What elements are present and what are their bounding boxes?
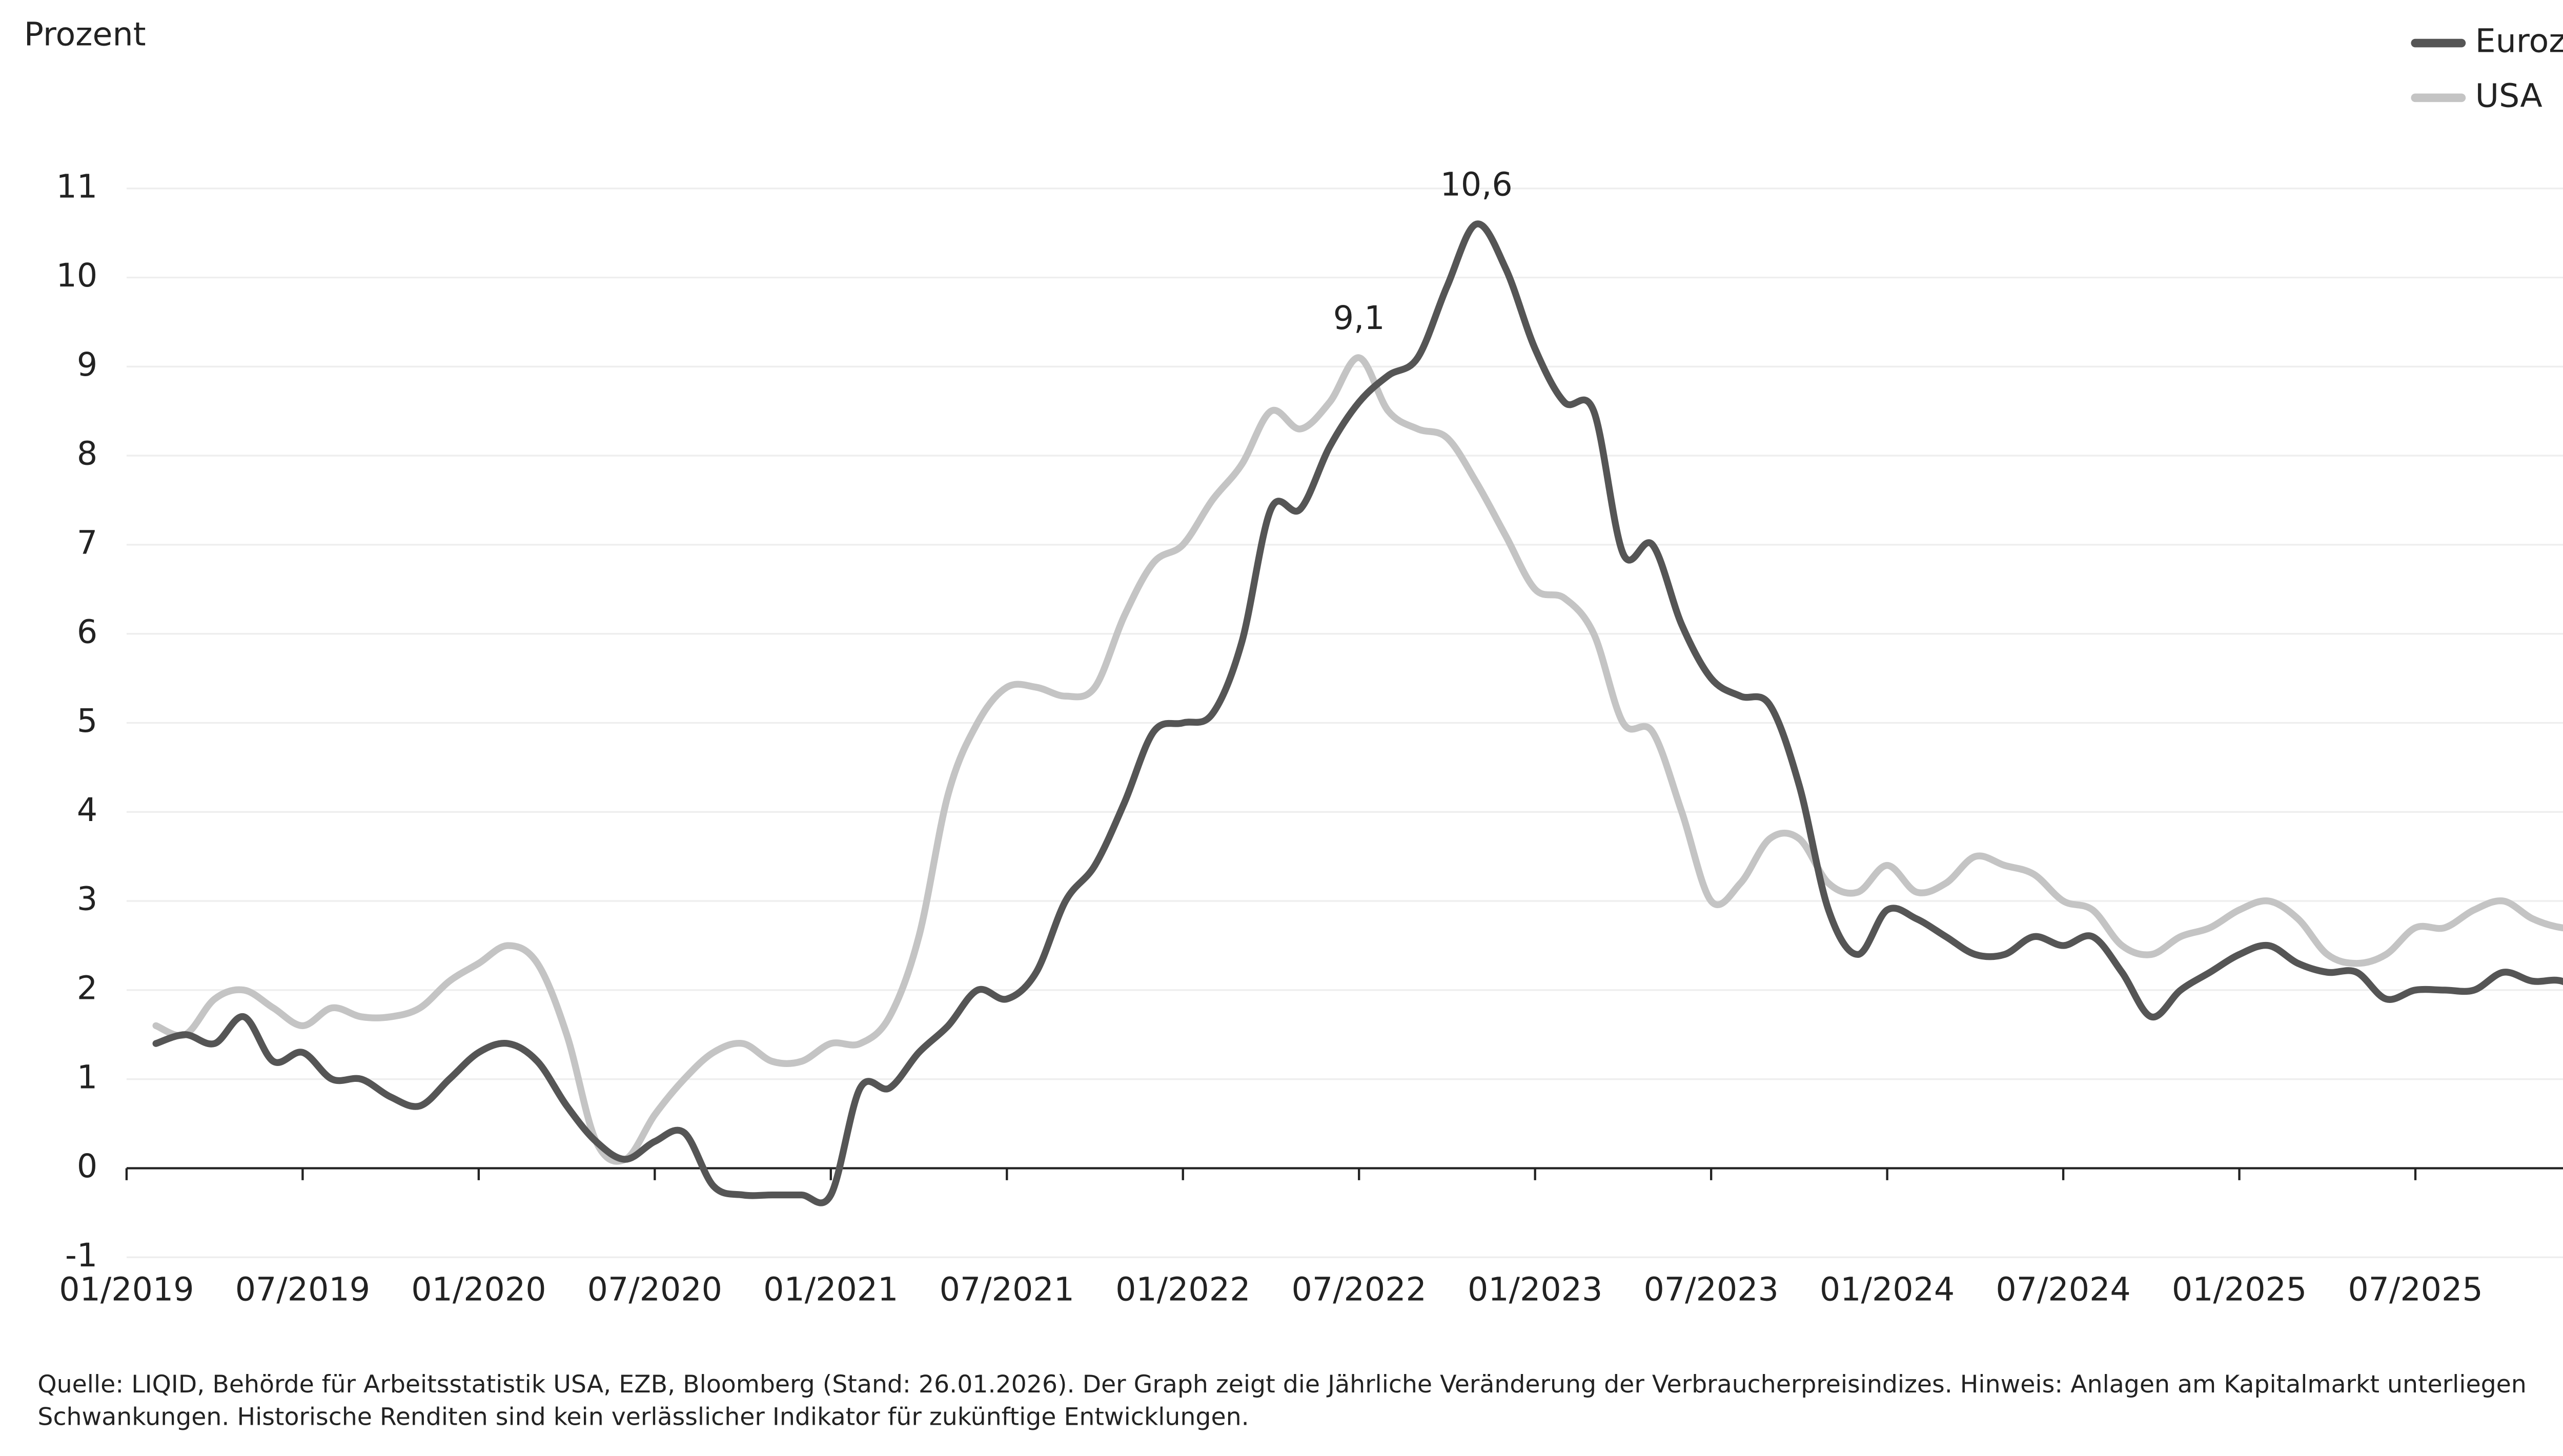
source-note: Quelle: LIQID, Behörde für Arbeitsstatis…: [37, 1371, 2527, 1432]
y-tick-label: 1: [77, 1058, 97, 1096]
y-tick-label: 4: [77, 791, 97, 829]
x-tick-label: 07/2022: [1292, 1270, 1427, 1308]
x-tick-label: 01/2023: [1468, 1270, 1602, 1308]
x-tick-label: 01/2024: [1820, 1270, 1955, 1308]
series-line: [152, 220, 2563, 1206]
y-tick-label: 0: [77, 1147, 97, 1185]
series-line: [152, 354, 2563, 1165]
y-tick-label: 10: [56, 256, 98, 294]
y-axis-label: Prozent: [24, 15, 146, 53]
x-tick-label: 01/2022: [1115, 1270, 1250, 1308]
x-tick-label: 01/2021: [763, 1270, 898, 1308]
value-label: 10,6: [1440, 165, 1513, 203]
y-tick-label: 5: [77, 702, 97, 740]
x-tick-label: 07/2019: [235, 1270, 370, 1308]
y-tick-label: 9: [77, 345, 97, 383]
x-tick-label: 01/2019: [59, 1270, 194, 1308]
x-tick-label: 07/2021: [940, 1270, 1074, 1308]
y-tick-label: 6: [77, 612, 97, 650]
y-tick-label: 3: [77, 880, 97, 918]
y-tick-label: 7: [77, 523, 97, 561]
x-tick-label: 07/2023: [1643, 1270, 1778, 1308]
y-tick-label: 2: [77, 969, 97, 1007]
value-label: 9,1: [1333, 299, 1385, 337]
y-tick-label: -1: [65, 1236, 97, 1274]
x-tick-label: 01/2025: [2172, 1270, 2307, 1308]
x-tick-label: 07/2024: [1996, 1270, 2130, 1308]
x-tick-label: 07/2025: [2348, 1270, 2483, 1308]
legend-label: USA: [2475, 76, 2542, 114]
x-tick-label: 01/2020: [411, 1270, 546, 1308]
legend-label: Eurozone: [2475, 22, 2563, 60]
source-note-box: Quelle: LIQID, Behörde für Arbeitsstatis…: [37, 1371, 2527, 1432]
y-tick-label: 11: [56, 167, 98, 205]
y-tick-label: 8: [77, 435, 97, 473]
x-tick-label: 07/2020: [587, 1270, 722, 1308]
